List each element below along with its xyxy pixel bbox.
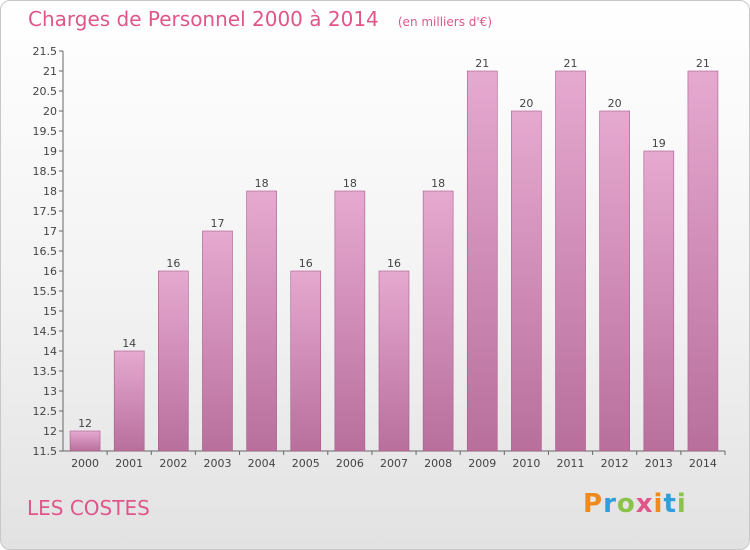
value-label-2014: 21 [696, 57, 710, 70]
proxiti-logo[interactable]: Proxiti [583, 489, 687, 519]
value-label-2007: 16 [387, 257, 401, 270]
bar-2002 [158, 270, 189, 452]
chart-title: Charges de Personnel 2000 à 2014 [28, 7, 379, 31]
y-tick-label: 21.5 [33, 45, 58, 58]
bar-2009 [466, 70, 498, 452]
value-label-2006: 18 [343, 177, 357, 190]
title-row: Charges de Personnel 2000 à 2014 (en mil… [28, 7, 492, 31]
bar-2008 [422, 190, 454, 452]
bar-2001 [113, 350, 145, 452]
bar-2006 [334, 190, 366, 452]
y-tick-label: 17 [43, 225, 57, 238]
value-label-2012: 20 [608, 97, 622, 110]
y-tick-label: 13 [43, 385, 57, 398]
y-tick-label: 21 [43, 65, 57, 78]
value-label-2005: 16 [299, 257, 313, 270]
y-tick-label: 18.5 [33, 165, 58, 178]
bar-2004 [246, 190, 277, 452]
logo-letter: o [616, 489, 636, 519]
x-tick-label-2013: 2013 [645, 457, 673, 470]
value-label-2003: 17 [210, 217, 224, 230]
y-tick-label: 20.5 [33, 85, 58, 98]
y-tick-label: 16 [43, 265, 57, 278]
logo-letter: x [635, 489, 654, 519]
y-tick-label: 20 [43, 105, 57, 118]
logo-letter: i [653, 489, 664, 519]
y-tick-label: 12 [43, 425, 57, 438]
value-label-2002: 16 [166, 257, 180, 270]
x-tick-label-2003: 2003 [203, 457, 231, 470]
value-label-2013: 19 [652, 137, 666, 150]
bar-2011 [555, 70, 586, 452]
x-tick-label-2001: 2001 [115, 457, 143, 470]
axes: 11.5 12 12.5 13 13.5 14 14.5 15 15.5 16 16.5 17 17.5… [33, 45, 726, 458]
x-tick-label-2010: 2010 [512, 457, 540, 470]
bars [69, 70, 719, 452]
y-tick-label: 19 [43, 145, 57, 158]
logo-letter: t [663, 489, 677, 519]
value-label-2010: 20 [519, 97, 533, 110]
bar-2007 [378, 270, 410, 452]
x-tick-label-2004: 2004 [248, 457, 276, 470]
logo-letter: r [603, 489, 617, 519]
value-label-2000: 12 [78, 417, 92, 430]
x-tick-label-2005: 2005 [292, 457, 320, 470]
x-tick-label-2012: 2012 [601, 457, 629, 470]
x-tick-label-2002: 2002 [159, 457, 187, 470]
x-tick-label-2008: 2008 [424, 457, 452, 470]
value-label-2008: 18 [431, 177, 445, 190]
y-tick-label: 11.5 [33, 445, 58, 458]
y-tick-label: 13.5 [33, 365, 58, 378]
x-tick-label-2014: 2014 [689, 457, 717, 470]
x-tick-label-2009: 2009 [468, 457, 496, 470]
value-label-2009: 21 [475, 57, 489, 70]
bar-2014 [687, 70, 719, 452]
chart-unit-note: (en milliers d'€) [397, 15, 492, 29]
commune-name: LES COSTES [27, 496, 150, 520]
x-tick-label-2011: 2011 [557, 457, 585, 470]
y-tick-label: 15.5 [33, 285, 58, 298]
x-tick-label-2000: 2000 [71, 457, 99, 470]
value-label-2011: 21 [564, 57, 578, 70]
bar-2003 [202, 230, 233, 452]
value-label-2004: 18 [255, 177, 269, 190]
bar-2000 [69, 430, 101, 452]
y-tick-label: 18 [43, 185, 57, 198]
bar-2005 [290, 270, 322, 452]
y-tick-label: 17.5 [33, 205, 58, 218]
bar-2012 [599, 110, 630, 452]
y-tick-label: 15 [43, 305, 57, 318]
x-tick-label-2007: 2007 [380, 457, 408, 470]
y-tick-label: 16.5 [33, 245, 58, 258]
logo-letter: P [583, 489, 604, 519]
value-label-2001: 14 [122, 337, 136, 350]
x-tick-label-2006: 2006 [336, 457, 364, 470]
labels: 2000 12 2001 14 2002 16 2003 17 2004 18 2005 16 2006… [71, 57, 717, 470]
logo-letter: i [676, 489, 687, 519]
bar-2013 [643, 150, 675, 452]
y-tick-label: 19.5 [33, 125, 58, 138]
y-tick-label: 14.5 [33, 325, 58, 338]
bar-2010 [511, 110, 542, 452]
y-tick-label: 14 [43, 345, 57, 358]
y-tick-label: 12.5 [33, 405, 58, 418]
